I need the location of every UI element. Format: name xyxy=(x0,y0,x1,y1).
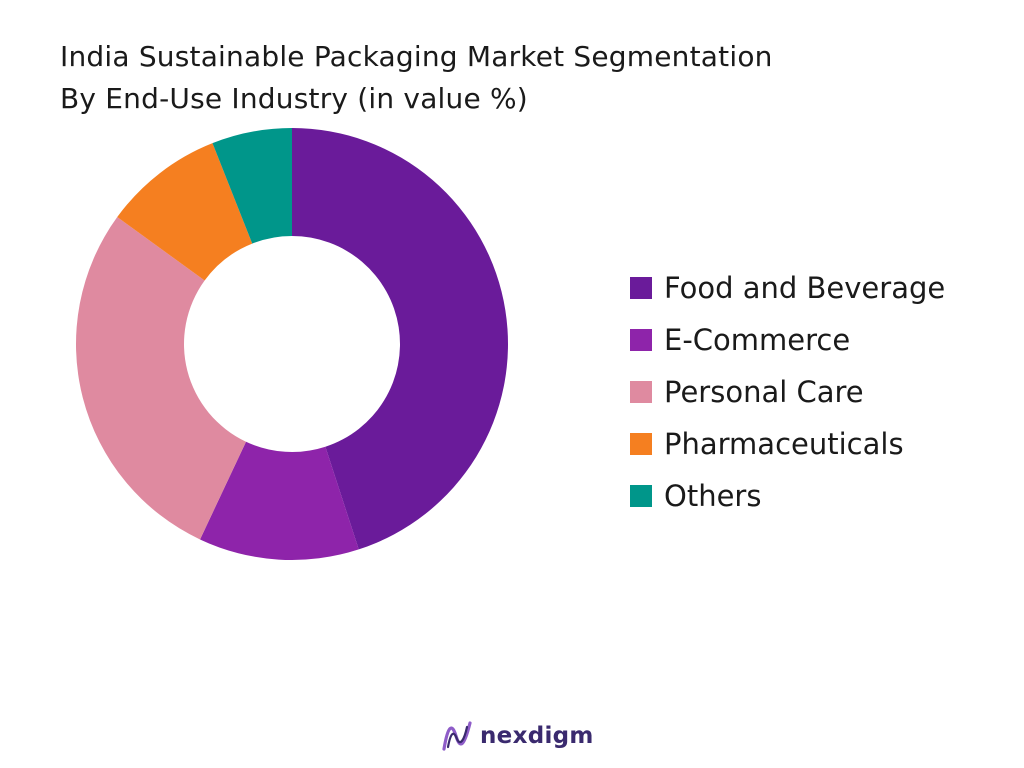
donut-slice-personal-care xyxy=(75,217,247,540)
legend-item-personal-care: Personal Care xyxy=(630,366,1010,418)
chart-title-line-1: India Sustainable Packaging Market Segme… xyxy=(60,40,773,73)
legend-item-food-and-beverage: Food and Beverage xyxy=(630,262,1010,314)
chart-title-line-2: By End-Use Industry (in value %) xyxy=(60,82,528,115)
legend-swatch xyxy=(630,277,652,299)
legend-swatch xyxy=(630,381,652,403)
legend-item-e-commerce: E-Commerce xyxy=(630,314,1010,366)
legend-label: E-Commerce xyxy=(664,323,851,357)
legend-swatch xyxy=(630,485,652,507)
donut-slice-pharmaceuticals xyxy=(117,143,253,281)
legend-label: Others xyxy=(664,479,762,513)
donut-slice-food-and-beverage xyxy=(292,128,509,550)
nexdigm-logo-icon xyxy=(442,721,472,751)
legend-swatch xyxy=(630,329,652,351)
brand-logo: nexdigm xyxy=(440,714,594,758)
donut-slice-e-commerce xyxy=(200,441,359,560)
chart-title: India Sustainable Packaging Market Segme… xyxy=(60,36,960,120)
legend-swatch xyxy=(630,433,652,455)
donut-slice-others xyxy=(212,128,292,244)
legend-label: Food and Beverage xyxy=(664,271,946,305)
legend-item-others: Others xyxy=(630,470,1010,522)
legend-item-pharmaceuticals: Pharmaceuticals xyxy=(630,418,1010,470)
brand-name: nexdigm xyxy=(480,723,594,749)
legend-label: Pharmaceuticals xyxy=(664,427,904,461)
legend-label: Personal Care xyxy=(664,375,864,409)
chart-legend: Food and Beverage E-Commerce Personal Ca… xyxy=(630,262,1010,522)
